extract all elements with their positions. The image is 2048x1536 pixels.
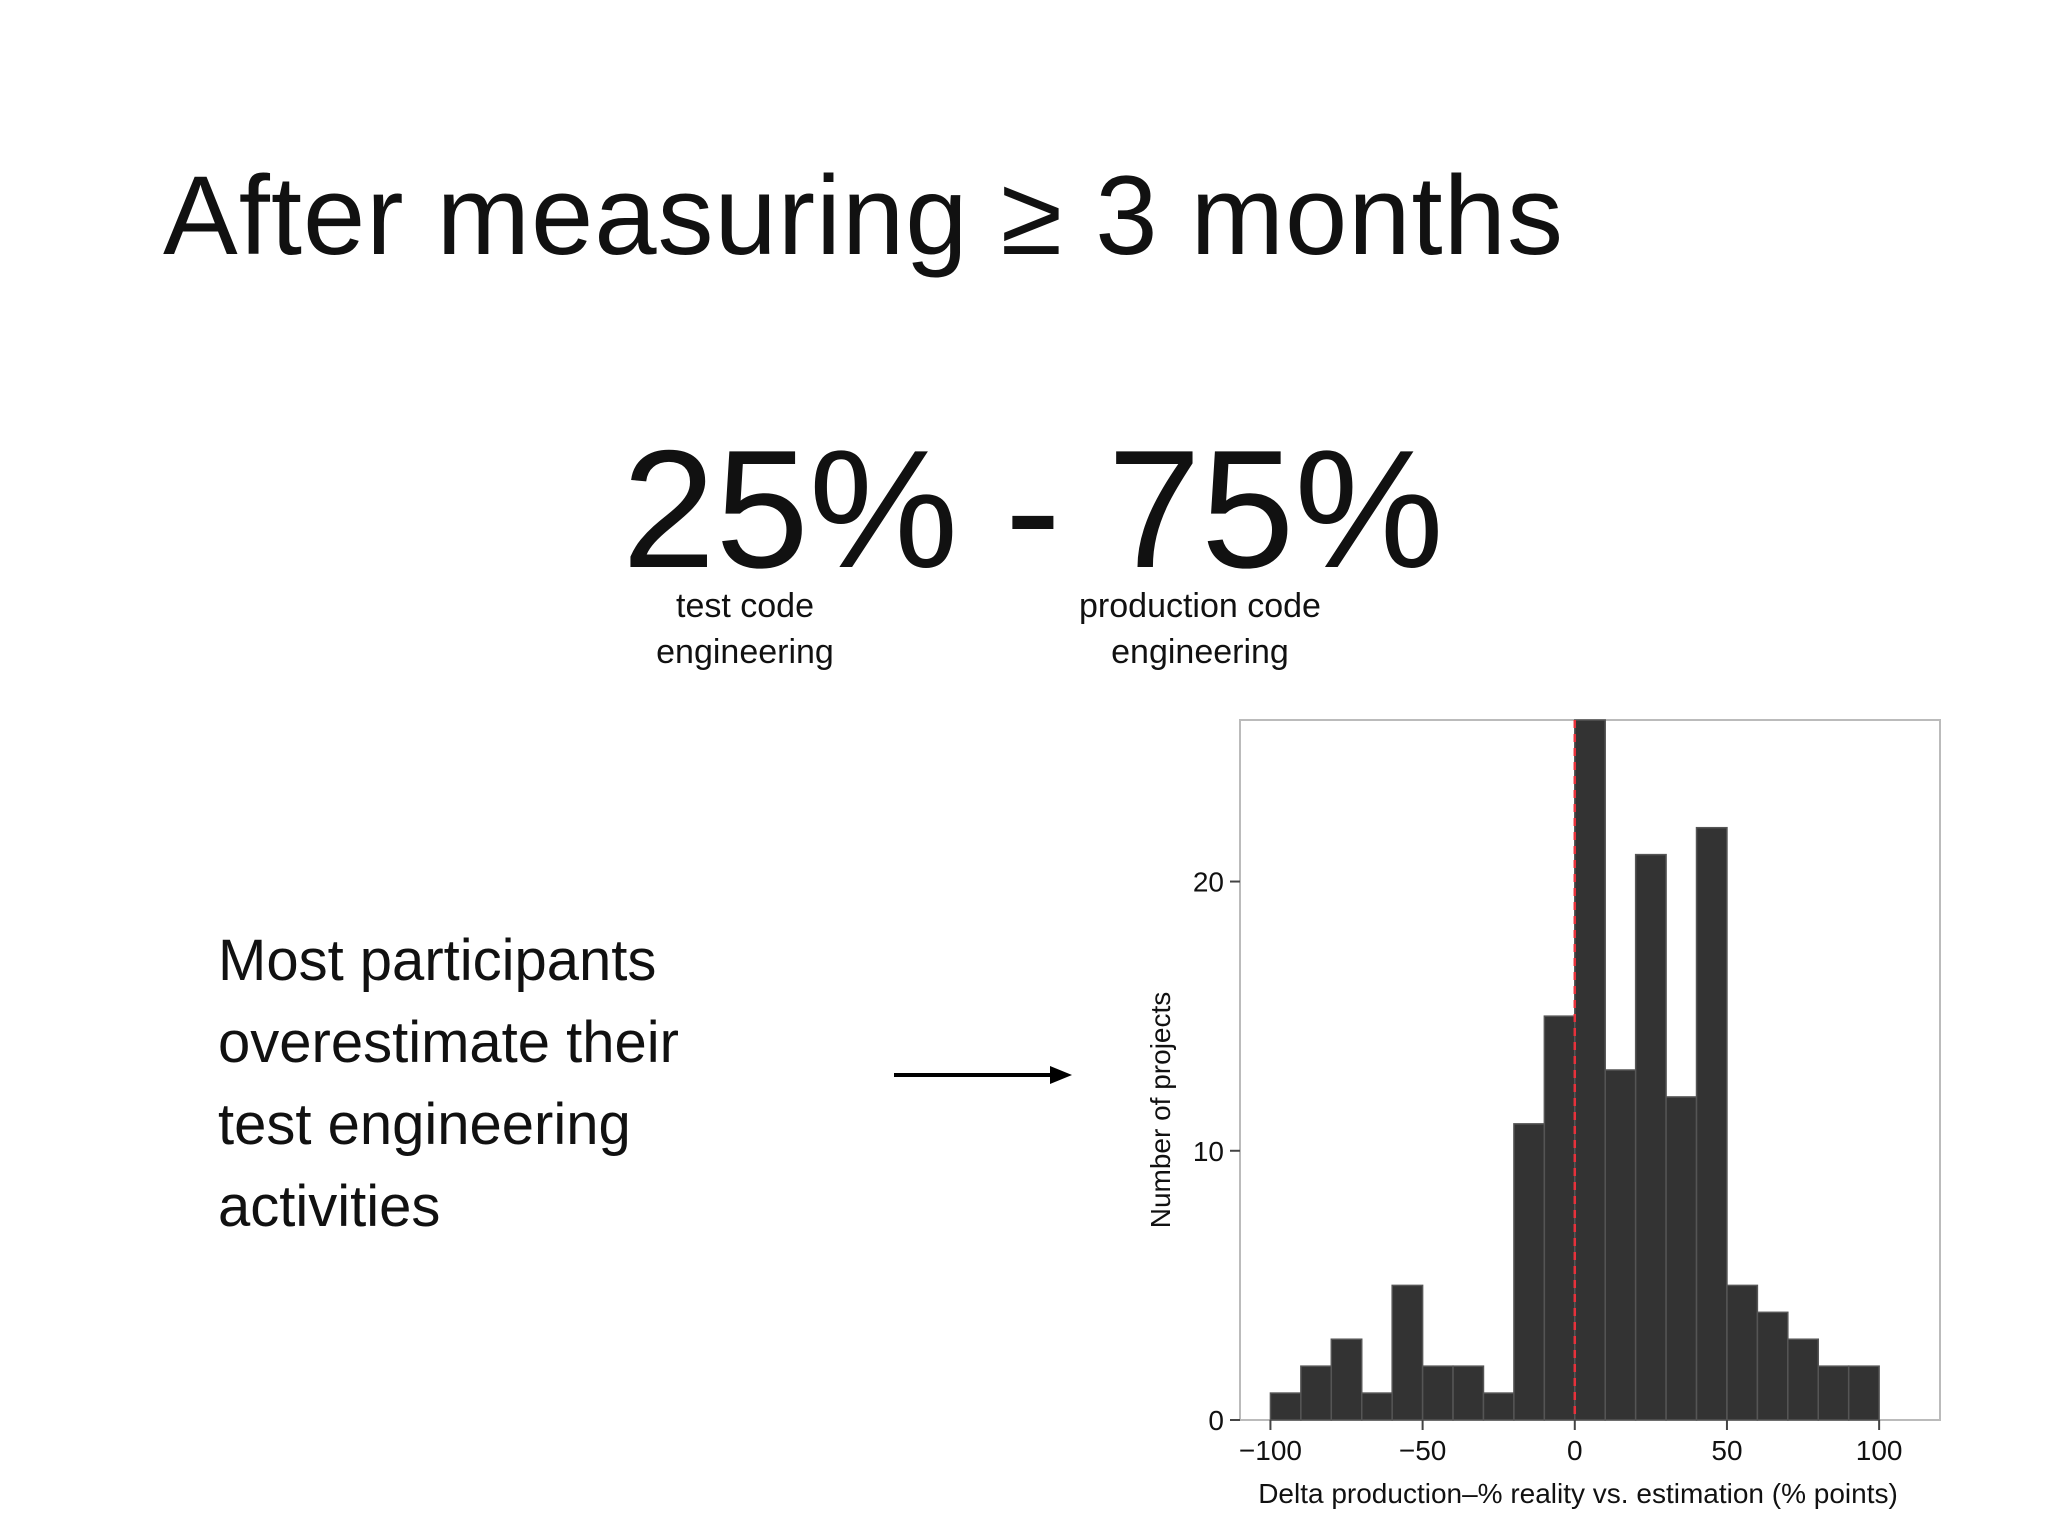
y-axis-label: Number of projects	[1145, 992, 1176, 1229]
y-tick-label: 0	[1208, 1405, 1224, 1436]
histogram-bar	[1756, 1311, 1789, 1421]
production-code-label-line-1: production code	[1079, 587, 1321, 625]
histogram-bar	[1269, 1392, 1302, 1421]
production-code-label-line-2: engineering	[1111, 633, 1289, 671]
y-tick-label: 20	[1193, 867, 1224, 898]
test-code-label: test code engineering	[600, 583, 890, 675]
histogram-bar	[1847, 1365, 1880, 1421]
histogram-bar	[1726, 1284, 1759, 1421]
histogram-bar	[1300, 1365, 1333, 1421]
x-tick-label: −100	[1239, 1435, 1302, 1466]
histogram-bar	[1604, 1069, 1637, 1421]
histogram-bar	[1574, 719, 1606, 1421]
histogram-bar	[1634, 853, 1667, 1421]
x-axis-label: Delta production–% reality vs. estimatio…	[1258, 1478, 1898, 1509]
histogram-bar	[1787, 1338, 1820, 1421]
histogram-bar	[1391, 1284, 1424, 1421]
slide-title: After measuring ≥ 3 months	[163, 153, 1564, 278]
histogram-bar	[1695, 826, 1728, 1421]
histogram-bar	[1330, 1338, 1363, 1421]
histogram-bar	[1360, 1392, 1393, 1421]
histogram-chart: 0 10 20 −100 −50 0 50 100 Delta production–% re…	[1145, 719, 1941, 1509]
callout-line-2: overestimate their	[218, 1010, 679, 1075]
x-tick-label: 100	[1856, 1435, 1903, 1466]
y-tick-label: 10	[1193, 1136, 1224, 1167]
x-tick-label: 50	[1711, 1435, 1742, 1466]
callout-line-3: test engineering	[218, 1092, 631, 1157]
histogram-bar	[1482, 1392, 1515, 1421]
histogram-bar	[1817, 1365, 1850, 1421]
test-code-label-line-1: test code	[676, 587, 814, 625]
x-tick-label: −50	[1399, 1435, 1447, 1466]
right-arrow-icon	[894, 1066, 1072, 1084]
production-code-label: production code engineering	[1050, 583, 1350, 675]
callout-text: Most participants overestimate their tes…	[218, 920, 838, 1248]
histogram-bar	[1665, 1096, 1698, 1421]
histogram-bar	[1543, 1015, 1576, 1421]
histogram-bar	[1421, 1365, 1454, 1421]
test-code-label-line-2: engineering	[656, 633, 834, 671]
callout-line-4: activities	[218, 1174, 441, 1239]
histogram-bar	[1452, 1365, 1485, 1421]
callout-line-1: Most participants	[218, 928, 657, 993]
histogram-bar	[1513, 1123, 1546, 1421]
x-tick-label: 0	[1567, 1435, 1583, 1466]
ratio-headline: 25% - 75%	[622, 415, 1444, 603]
